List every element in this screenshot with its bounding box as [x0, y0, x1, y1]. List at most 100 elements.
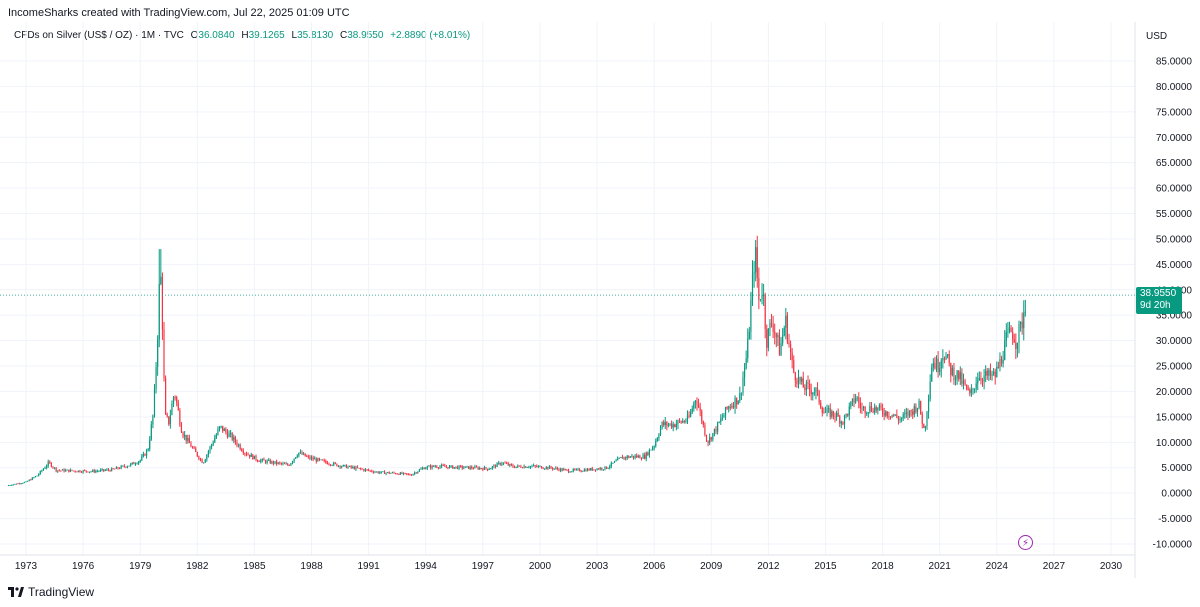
candle-body — [425, 468, 427, 470]
symbol-name[interactable]: CFDs on Silver (US$ / OZ) · 1M · TVC — [14, 30, 184, 41]
candle-body — [464, 466, 466, 468]
candle-body — [258, 461, 260, 463]
symbol-legend: CFDs on Silver (US$ / OZ) · 1M · TVC O36… — [14, 30, 470, 41]
candle-body — [891, 414, 893, 418]
candle-body — [939, 368, 941, 373]
candle-body — [850, 402, 852, 407]
candle-body — [835, 412, 838, 418]
candle-body — [496, 463, 498, 467]
candle-body — [862, 406, 865, 409]
candle-body — [138, 461, 140, 464]
candle-body — [263, 459, 265, 461]
candle-body — [789, 343, 792, 353]
candle-body — [552, 468, 554, 470]
candle-body — [517, 465, 519, 467]
candle-body — [61, 469, 64, 471]
candle-body — [99, 469, 102, 472]
candle-body — [283, 463, 286, 465]
x-tick-label: 1973 — [15, 561, 38, 572]
candle-body — [1012, 331, 1014, 340]
candle-body — [991, 373, 993, 376]
x-tick-label: 1985 — [243, 561, 266, 572]
candle-body — [344, 464, 346, 466]
candle-body — [715, 428, 717, 432]
candle-body — [118, 468, 121, 470]
candle-body — [63, 469, 65, 472]
candle-body — [610, 462, 612, 467]
candle-body — [280, 462, 282, 464]
candle-body — [512, 465, 514, 468]
candle-body — [337, 465, 340, 467]
currency-label[interactable]: USD — [1146, 31, 1168, 42]
candle-body — [72, 470, 75, 472]
candle-body — [52, 466, 54, 468]
candle-body — [36, 475, 38, 477]
candle-body — [680, 421, 682, 423]
candle-body — [520, 466, 522, 468]
candle-body — [222, 425, 224, 431]
candle-body — [185, 434, 187, 441]
candle-body — [672, 424, 674, 428]
candle-body — [948, 354, 950, 363]
candle-body — [920, 401, 922, 414]
candle-body — [559, 468, 562, 471]
candle-body — [640, 458, 643, 460]
candle-body — [586, 469, 589, 472]
candle-body — [1010, 327, 1012, 332]
candle-body — [38, 474, 40, 476]
candle-body — [764, 294, 766, 330]
candle-body — [31, 477, 33, 480]
candle-body — [1024, 311, 1026, 313]
candle-body — [548, 466, 551, 469]
candle-body — [950, 362, 952, 376]
candle-body — [92, 470, 94, 472]
candle-body — [691, 408, 693, 412]
candle-body — [374, 471, 376, 473]
candle-body — [385, 472, 387, 474]
candle-body — [897, 417, 900, 421]
candle-body — [718, 421, 720, 423]
candle-body — [596, 468, 598, 471]
candle-body — [253, 455, 256, 460]
candle-body — [410, 475, 413, 476]
candle-body — [322, 459, 324, 461]
candle-body — [996, 366, 998, 377]
candle-body — [921, 413, 923, 424]
candle-body — [255, 455, 257, 460]
x-tick-label: 1976 — [72, 561, 95, 572]
candle-body — [437, 467, 440, 469]
candle-body — [458, 465, 460, 469]
candle-body — [916, 407, 919, 413]
candle-body — [274, 461, 276, 464]
candle-body — [93, 470, 95, 473]
candle-body — [9, 485, 11, 486]
candle-body — [796, 380, 798, 384]
candle-body — [661, 422, 663, 428]
candle-body — [531, 466, 533, 467]
candle-body — [115, 467, 118, 469]
candle-body — [95, 471, 97, 473]
candle-body — [141, 456, 143, 461]
candle-body — [794, 372, 796, 381]
candle-body — [477, 467, 479, 470]
candle-body — [276, 461, 278, 464]
candle-body — [598, 468, 600, 470]
low-value: 35.8130 — [297, 30, 334, 41]
candle-body — [915, 406, 917, 413]
candle-body — [179, 410, 181, 425]
lightning-icon[interactable]: ⚡ — [1018, 535, 1033, 550]
tradingview-logo[interactable]: TradingView — [8, 585, 94, 599]
candle-body — [593, 469, 595, 471]
candle-body — [188, 437, 190, 444]
candle-body — [885, 411, 887, 416]
candle-body — [101, 469, 103, 471]
candle-body — [683, 421, 685, 422]
candle-body — [142, 453, 144, 457]
candle-body — [445, 466, 447, 468]
candle-body — [759, 299, 762, 300]
candle-body — [163, 329, 165, 378]
candle-body — [913, 406, 915, 415]
candle-body — [685, 421, 687, 423]
candle-body — [355, 466, 357, 470]
